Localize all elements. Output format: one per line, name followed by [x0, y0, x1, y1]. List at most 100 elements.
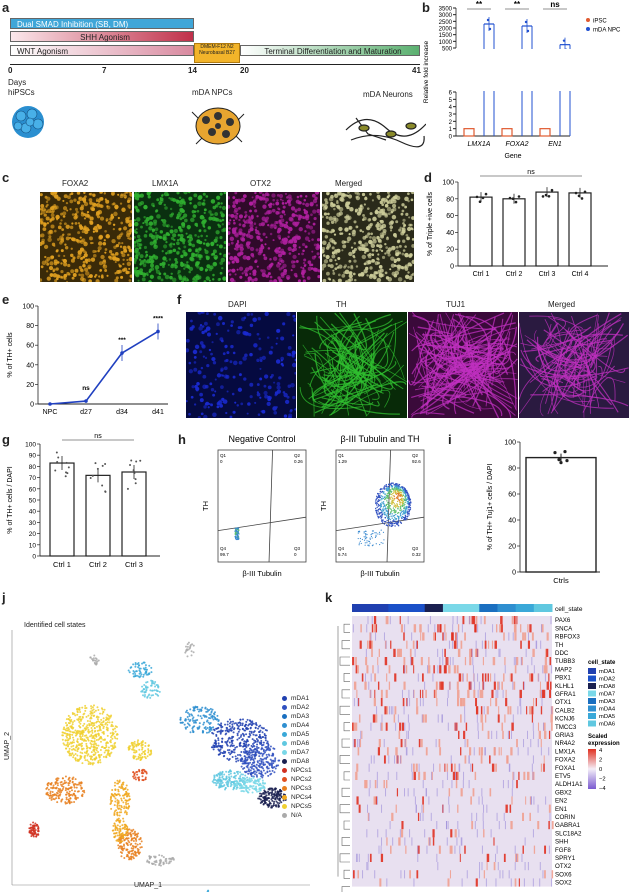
- umap-point: [145, 668, 148, 671]
- cell-mark: [210, 241, 215, 246]
- umap-point: [228, 741, 231, 744]
- event-dot: [379, 515, 381, 518]
- cell-mark: [226, 351, 230, 355]
- umap-point: [270, 766, 273, 769]
- cell-mark: [275, 210, 280, 215]
- event-dot: [397, 496, 399, 498]
- fiber-mark: [542, 322, 559, 346]
- fiber-mark: [547, 312, 562, 415]
- cell-mark: [99, 235, 103, 240]
- fiber-mark: [474, 365, 500, 418]
- event-dot: [380, 517, 382, 519]
- y-tick-label: 80: [26, 323, 34, 330]
- cell-mark: [301, 274, 305, 278]
- cell-mark: [232, 375, 236, 379]
- x-axis-label: Gene: [504, 153, 521, 160]
- umap-point: [84, 754, 87, 757]
- event-dot: [395, 517, 398, 520]
- fiber-mark: [417, 326, 453, 337]
- cell-mark: [67, 263, 71, 268]
- cell-mark: [90, 241, 93, 245]
- cell-mark: [137, 238, 142, 243]
- umap-point: [111, 733, 114, 736]
- cell-mark: [77, 222, 81, 225]
- umap-point: [246, 740, 249, 743]
- cell-mark: [404, 274, 410, 279]
- umap-point: [101, 712, 104, 715]
- cell-mark: [169, 275, 173, 280]
- event-dot: [388, 506, 391, 508]
- lmx1a-image: [134, 192, 226, 282]
- umap-point: [111, 748, 114, 751]
- fiber-mark: [331, 332, 388, 382]
- y-tick-label: 100: [442, 180, 454, 187]
- cell-mark: [221, 397, 225, 402]
- umap-point: [133, 671, 136, 674]
- cell-mark: [47, 237, 52, 243]
- cell-mark: [276, 263, 281, 268]
- y-tick-label: 80: [446, 196, 454, 203]
- cell-mark: [238, 373, 242, 377]
- cell-mark: [215, 230, 220, 235]
- cell-mark: [303, 210, 309, 215]
- cell-mark: [172, 248, 177, 253]
- event-dot: [391, 513, 393, 515]
- cell-mark: [104, 248, 108, 251]
- y-tick-label: 100: [504, 440, 516, 447]
- umap-point: [200, 717, 203, 720]
- umap-point: [205, 731, 208, 734]
- quadrant-value: 99.7: [220, 552, 229, 557]
- cell-mark: [162, 222, 167, 227]
- cell-mark: [114, 204, 119, 210]
- cell-mark: [223, 246, 226, 250]
- cell-mark: [71, 276, 75, 280]
- umap-point: [221, 781, 224, 784]
- cell-mark: [212, 261, 218, 267]
- umap-point: [186, 722, 189, 725]
- umap-point: [269, 758, 272, 761]
- umap-point: [221, 741, 224, 744]
- umap-point: [192, 726, 195, 729]
- umap-point: [192, 706, 195, 709]
- data-point: [547, 194, 551, 198]
- umap-point: [255, 734, 258, 737]
- event-dot: [399, 502, 402, 504]
- umap-point: [225, 770, 228, 773]
- umap-point: [264, 782, 267, 785]
- cell-mark: [265, 274, 270, 278]
- cell-mark: [45, 205, 48, 208]
- cell-mark: [136, 242, 141, 248]
- cell-mark: [379, 248, 382, 251]
- umap-point: [232, 735, 235, 738]
- umap-point: [102, 710, 105, 713]
- cell-mark: [205, 234, 208, 238]
- cell-mark: [369, 212, 373, 216]
- cell-mark: [68, 273, 71, 276]
- cell-mark: [137, 202, 142, 207]
- cell-mark: [63, 254, 66, 258]
- umap-point: [87, 753, 90, 756]
- cell-mark: [267, 272, 271, 276]
- cell-mark: [256, 332, 260, 336]
- fiber-mark: [361, 355, 396, 390]
- cell-mark: [108, 255, 112, 259]
- cell-mark: [248, 201, 254, 206]
- cell-mark: [253, 222, 257, 225]
- data-point: [524, 20, 528, 24]
- umap-point: [251, 723, 254, 726]
- event-dot: [385, 498, 387, 500]
- umap-point: [242, 733, 245, 736]
- cell-mark: [259, 238, 263, 242]
- umap-point: [217, 744, 220, 747]
- umap-point: [141, 685, 144, 688]
- umap-point: [188, 724, 191, 727]
- cell-mark: [181, 238, 186, 243]
- cell-mark: [291, 213, 295, 217]
- cell-mark: [397, 277, 403, 282]
- umap-point: [139, 671, 142, 674]
- cell-mark: [279, 221, 283, 225]
- event-dot: [359, 540, 361, 542]
- umap-point: [242, 780, 245, 783]
- umap-point: [279, 797, 282, 800]
- cell-mark: [232, 351, 236, 355]
